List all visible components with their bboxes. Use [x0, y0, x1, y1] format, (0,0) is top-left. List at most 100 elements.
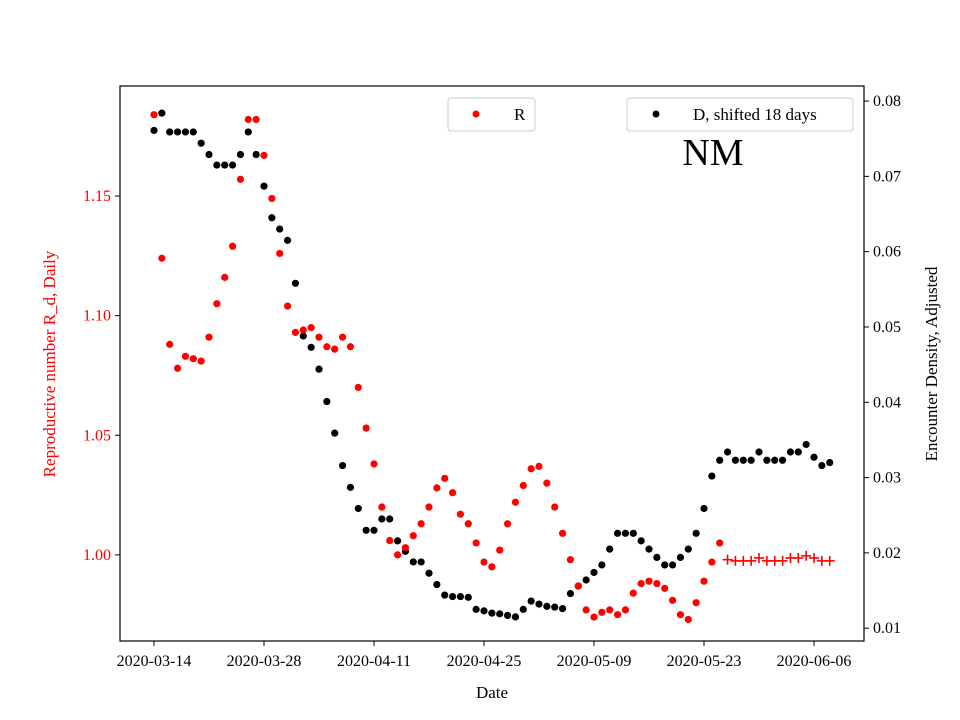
d-point	[299, 332, 307, 340]
d-point	[653, 553, 661, 562]
d-point	[763, 456, 771, 464]
y-tick-label-right: 0.06	[873, 244, 901, 261]
d-point	[425, 569, 433, 577]
r-point	[613, 611, 622, 619]
r-point	[205, 333, 213, 341]
r-point	[299, 326, 307, 334]
r-projected-point	[754, 552, 764, 563]
legend-r-marker	[472, 110, 480, 118]
d-point	[488, 609, 496, 617]
r-point	[700, 577, 708, 585]
d-point	[668, 561, 677, 569]
d-point	[598, 561, 606, 569]
d-point	[464, 593, 472, 601]
r-point	[425, 503, 433, 511]
d-point	[566, 589, 575, 598]
d-point	[778, 456, 787, 464]
d-point	[661, 561, 669, 569]
d-point	[433, 580, 441, 589]
d-point	[723, 448, 732, 456]
r-point	[252, 115, 260, 124]
d-point	[291, 279, 300, 287]
r-point	[637, 579, 645, 588]
r-point	[228, 242, 237, 250]
r-point	[558, 529, 567, 537]
r-projected-point	[793, 552, 804, 563]
r-point	[503, 520, 512, 528]
r-point	[236, 175, 245, 183]
d-point	[268, 214, 276, 222]
d-point	[543, 602, 551, 610]
y-tick-label-left: 1.10	[83, 308, 111, 325]
d-point	[519, 605, 527, 613]
x-axis-label: Date	[476, 683, 508, 702]
d-point	[755, 448, 763, 456]
r-point	[315, 333, 323, 341]
r-point	[433, 484, 441, 492]
r-point	[708, 558, 716, 566]
r-point	[323, 343, 331, 351]
y-tick-label-right: 0.08	[873, 93, 901, 110]
d-point	[731, 456, 740, 464]
d-point	[417, 558, 425, 566]
d-point	[197, 139, 205, 147]
y-tick-label-right: 0.02	[873, 545, 901, 562]
r-point	[645, 577, 653, 585]
x-tick-label: 2020-03-28	[227, 653, 302, 670]
r-point	[448, 489, 457, 497]
r-point	[464, 520, 472, 528]
d-point	[810, 453, 818, 461]
r-point	[551, 503, 559, 511]
r-point	[535, 462, 543, 470]
r-point	[173, 364, 182, 372]
d-point	[629, 529, 637, 537]
r-point	[496, 546, 504, 554]
d-point	[456, 592, 465, 601]
d-point	[676, 553, 685, 562]
d-point	[708, 472, 716, 480]
d-point	[338, 461, 347, 470]
r-point	[166, 340, 174, 348]
annotation-state: NM	[682, 132, 743, 174]
legend-d-label: D, shifted 18 days	[693, 105, 817, 124]
r-point	[221, 273, 229, 281]
r-point	[684, 615, 692, 624]
r-point	[197, 357, 205, 365]
d-point	[582, 576, 590, 584]
y-tick-label-right: 0.05	[873, 319, 901, 336]
d-point	[558, 605, 567, 613]
r-point	[519, 481, 527, 490]
d-point	[228, 161, 237, 169]
d-point	[448, 592, 457, 601]
r-point	[189, 355, 197, 363]
d-point	[386, 515, 394, 523]
r-point	[621, 606, 630, 614]
d-point	[221, 161, 229, 169]
r-point	[378, 503, 386, 511]
r-point	[590, 613, 598, 621]
legend-d-marker	[652, 110, 660, 118]
d-point	[794, 448, 802, 456]
r-point	[582, 606, 590, 614]
d-point	[323, 397, 331, 406]
d-point	[496, 610, 504, 618]
y-tick-label-left: 1.15	[83, 188, 111, 205]
d-point	[252, 150, 260, 159]
r-point	[354, 383, 362, 392]
r-point	[276, 249, 284, 258]
d-point	[692, 529, 700, 537]
r-point	[181, 352, 190, 360]
r-point	[331, 345, 339, 353]
x-tick-label: 2020-04-25	[447, 653, 522, 670]
d-point	[166, 128, 174, 136]
r-point	[629, 589, 637, 597]
plot-area	[119, 85, 865, 642]
d-point	[747, 456, 755, 464]
r-point	[213, 300, 221, 308]
legend-r: R	[447, 97, 536, 132]
r-projected-point	[801, 550, 812, 561]
d-point	[205, 150, 213, 159]
r-point	[716, 539, 724, 547]
r-projected-point	[746, 555, 757, 566]
